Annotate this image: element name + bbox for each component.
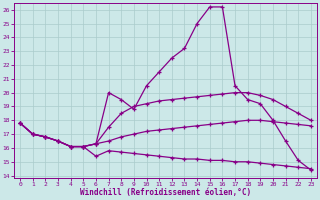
X-axis label: Windchill (Refroidissement éolien,°C): Windchill (Refroidissement éolien,°C) xyxy=(80,188,251,197)
